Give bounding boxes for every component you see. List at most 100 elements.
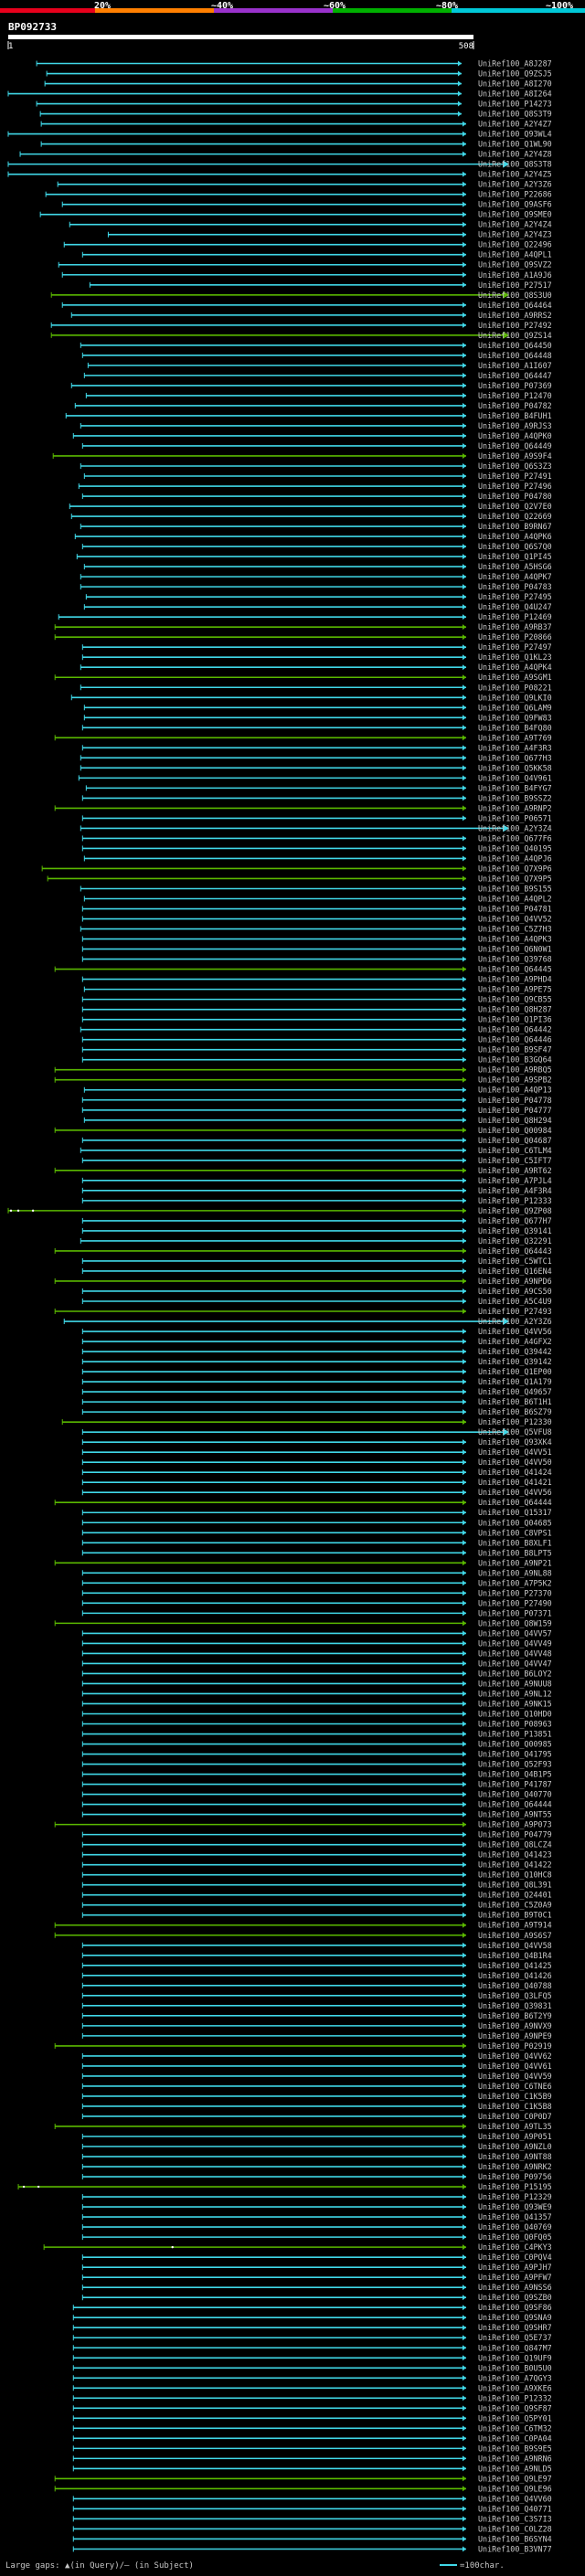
hit-label[interactable]: UniRef100_P04783 bbox=[478, 582, 552, 591]
hit-label[interactable]: UniRef100_B6T2Y9 bbox=[478, 2011, 552, 2020]
hit-row[interactable]: UniRef100_Q5E737 bbox=[72, 2333, 552, 2342]
hit-row[interactable]: UniRef100_Q39141 bbox=[81, 1226, 552, 1235]
hit-label[interactable]: UniRef100_B3VN77 bbox=[478, 2544, 552, 2553]
hit-label[interactable]: UniRef100_Q40770 bbox=[478, 1790, 552, 1799]
hit-row[interactable]: UniRef100_Q8H287 bbox=[81, 1005, 552, 1014]
hit-label[interactable]: UniRef100_P07369 bbox=[478, 381, 552, 390]
hit-row[interactable]: UniRef100_P04783 bbox=[80, 582, 552, 591]
hit-label[interactable]: UniRef100_Q4VV47 bbox=[478, 1659, 552, 1668]
hit-label[interactable]: UniRef100_Q52F93 bbox=[478, 1760, 552, 1769]
hit-label[interactable]: UniRef100_A4QP13 bbox=[478, 1086, 552, 1095]
hit-label[interactable]: UniRef100_Q4VV48 bbox=[478, 1648, 552, 1658]
hit-label[interactable]: UniRef100_Q7X9P6 bbox=[478, 864, 552, 873]
hit-label[interactable]: UniRef100_Q4VV57 bbox=[478, 1628, 552, 1638]
hit-label[interactable]: UniRef100_A4F3R4 bbox=[478, 1186, 552, 1195]
hit-row[interactable]: UniRef100_A9NT88 bbox=[81, 2152, 552, 2161]
hit-label[interactable]: UniRef100_P20866 bbox=[478, 632, 552, 641]
hit-row[interactable]: UniRef100_Q64448 bbox=[81, 351, 552, 360]
hit-row[interactable]: UniRef100_B4FUH1 bbox=[65, 411, 552, 420]
hit-label[interactable]: UniRef100_Q1A179 bbox=[478, 1377, 552, 1386]
hit-label[interactable]: UniRef100_Q41423 bbox=[478, 1850, 552, 1860]
hit-label[interactable]: UniRef100_A9NLD5 bbox=[478, 2464, 552, 2473]
hit-label[interactable]: UniRef100_B9SF47 bbox=[478, 1045, 552, 1055]
hit-label[interactable]: UniRef100_B9SSZ2 bbox=[478, 793, 552, 802]
hit-label[interactable]: UniRef100_A1I607 bbox=[478, 361, 552, 370]
hit-label[interactable]: UniRef100_A9NSS6 bbox=[478, 2283, 552, 2292]
hit-label[interactable]: UniRef100_A4GFX2 bbox=[478, 1337, 552, 1346]
hit-label[interactable]: UniRef100_Q4VV61 bbox=[478, 2062, 552, 2071]
hit-row[interactable]: UniRef100_Q64449 bbox=[81, 441, 552, 451]
hit-label[interactable]: UniRef100_A9NUU8 bbox=[478, 1679, 552, 1688]
hit-label[interactable]: UniRef100_A8J287 bbox=[478, 59, 552, 69]
hit-label[interactable]: UniRef100_Q9CB55 bbox=[478, 995, 552, 1004]
hit-row[interactable]: UniRef100_Q04687 bbox=[81, 1136, 552, 1145]
hit-row[interactable]: UniRef100_Q41424 bbox=[81, 1468, 552, 1477]
hit-label[interactable]: UniRef100_A7PJL4 bbox=[478, 1176, 552, 1185]
hit-row[interactable]: UniRef100_A9P051 bbox=[81, 2132, 552, 2141]
hit-label[interactable]: UniRef100_P04778 bbox=[478, 1096, 552, 1105]
hit-row[interactable]: UniRef100_Q93WL4 bbox=[7, 130, 552, 139]
hit-row[interactable]: UniRef100_Q2V7E0 bbox=[69, 502, 552, 511]
hit-label[interactable]: UniRef100_A9RNP2 bbox=[478, 803, 552, 812]
hit-row[interactable]: UniRef100_C8VPS1 bbox=[81, 1528, 552, 1537]
hit-row[interactable]: UniRef100_A9NZL0 bbox=[81, 2142, 552, 2151]
hit-label[interactable]: UniRef100_Q2V7E0 bbox=[478, 502, 552, 511]
hit-row[interactable]: UniRef100_A9RT62 bbox=[54, 1166, 552, 1175]
hit-row[interactable]: UniRef100_A9RRS2 bbox=[70, 311, 552, 320]
hit-row[interactable]: UniRef100_C6TNE6 bbox=[81, 2082, 552, 2091]
hit-row[interactable]: UniRef100_A7QGY3 bbox=[72, 2373, 552, 2382]
hit-label[interactable]: UniRef100_Q4B1R4 bbox=[478, 1951, 552, 1960]
hit-label[interactable]: UniRef100_C6TNE6 bbox=[478, 2082, 552, 2091]
hit-row[interactable]: UniRef100_Q5PY01 bbox=[72, 2413, 552, 2422]
hit-label[interactable]: UniRef100_Q64445 bbox=[478, 965, 552, 974]
hit-label[interactable]: UniRef100_C5IFT7 bbox=[478, 1156, 552, 1165]
hit-label[interactable]: UniRef100_A2Y3Z4 bbox=[478, 823, 552, 832]
hit-label[interactable]: UniRef100_Q41795 bbox=[478, 1750, 552, 1759]
hit-label[interactable]: UniRef100_B6SZ79 bbox=[478, 1407, 552, 1416]
hit-label[interactable]: UniRef100_Q1PI36 bbox=[478, 1015, 552, 1024]
hit-row[interactable]: UniRef100_Q4VV57 bbox=[81, 1628, 552, 1638]
hit-row[interactable]: UniRef100_Q40769 bbox=[81, 2222, 552, 2231]
hit-row[interactable]: UniRef100_A5C4U9 bbox=[81, 1297, 552, 1306]
hit-label[interactable]: UniRef100_Q8LCZ4 bbox=[478, 1840, 552, 1850]
hit-row[interactable]: UniRef100_A4QPK0 bbox=[72, 431, 552, 440]
hit-row[interactable]: UniRef100_Q40195 bbox=[81, 843, 552, 853]
hit-row[interactable]: UniRef100_A9NT55 bbox=[81, 1810, 552, 1819]
hit-label[interactable]: UniRef100_C0PA04 bbox=[478, 2433, 552, 2443]
hit-label[interactable]: UniRef100_Q9SF87 bbox=[478, 2403, 552, 2412]
hit-label[interactable]: UniRef100_A4QPK3 bbox=[478, 935, 552, 944]
hit-label[interactable]: UniRef100_Q64443 bbox=[478, 1246, 552, 1256]
hit-row[interactable]: UniRef100_Q1EP00 bbox=[81, 1367, 552, 1376]
hit-label[interactable]: UniRef100_Q6S3Z3 bbox=[478, 461, 552, 471]
hit-label[interactable]: UniRef100_Q7X9P5 bbox=[478, 874, 552, 883]
hit-row[interactable]: UniRef100_C0PA04 bbox=[72, 2433, 552, 2443]
hit-label[interactable]: UniRef100_Q39768 bbox=[478, 955, 552, 964]
hit-row[interactable]: UniRef100_P04777 bbox=[81, 1106, 552, 1115]
hit-row[interactable]: UniRef100_B6T2Y9 bbox=[81, 2011, 552, 2020]
hit-label[interactable]: UniRef100_Q4VV58 bbox=[478, 1941, 552, 1950]
hit-label[interactable]: UniRef100_Q41426 bbox=[478, 1971, 552, 1980]
hit-row[interactable]: UniRef100_Q8S3T9 bbox=[39, 110, 552, 119]
hit-label[interactable]: UniRef100_Q00984 bbox=[478, 1126, 552, 1135]
hit-label[interactable]: UniRef100_Q9LE97 bbox=[478, 2474, 552, 2483]
hit-label[interactable]: UniRef100_C1K5B8 bbox=[478, 2102, 552, 2111]
hit-label[interactable]: UniRef100_Q64447 bbox=[478, 371, 552, 380]
hit-label[interactable]: UniRef100_Q6S7Q0 bbox=[478, 542, 552, 551]
hit-row[interactable]: UniRef100_Q64446 bbox=[81, 1035, 552, 1044]
hit-label[interactable]: UniRef100_A5HSG6 bbox=[478, 562, 552, 571]
hit-label[interactable]: UniRef100_Q6LAM9 bbox=[478, 703, 552, 712]
hit-row[interactable]: UniRef100_A9NSS6 bbox=[81, 2283, 552, 2292]
hit-label[interactable]: UniRef100_B4FQ80 bbox=[478, 723, 552, 732]
hit-label[interactable]: UniRef100_P04781 bbox=[478, 905, 552, 914]
hit-row[interactable]: UniRef100_B0U5U0 bbox=[72, 2363, 552, 2372]
hit-row[interactable]: UniRef100_A9PE75 bbox=[83, 985, 552, 994]
hit-row[interactable]: UniRef100_A4QPK7 bbox=[80, 572, 552, 581]
hit-label[interactable]: UniRef100_Q5PY01 bbox=[478, 2413, 552, 2422]
hit-row[interactable]: UniRef100_B6T1H1 bbox=[81, 1397, 552, 1406]
hit-row[interactable]: UniRef100_P22686 bbox=[45, 190, 552, 199]
hit-label[interactable]: UniRef100_Q8L391 bbox=[478, 1881, 552, 1890]
hit-row[interactable]: UniRef100_Q4U247 bbox=[83, 602, 552, 611]
hit-row[interactable]: UniRef100_Q6LAM9 bbox=[83, 703, 552, 712]
hit-row[interactable]: UniRef100_Q6S7Q0 bbox=[81, 542, 552, 551]
hit-row[interactable]: UniRef100_Q64464 bbox=[61, 301, 552, 310]
